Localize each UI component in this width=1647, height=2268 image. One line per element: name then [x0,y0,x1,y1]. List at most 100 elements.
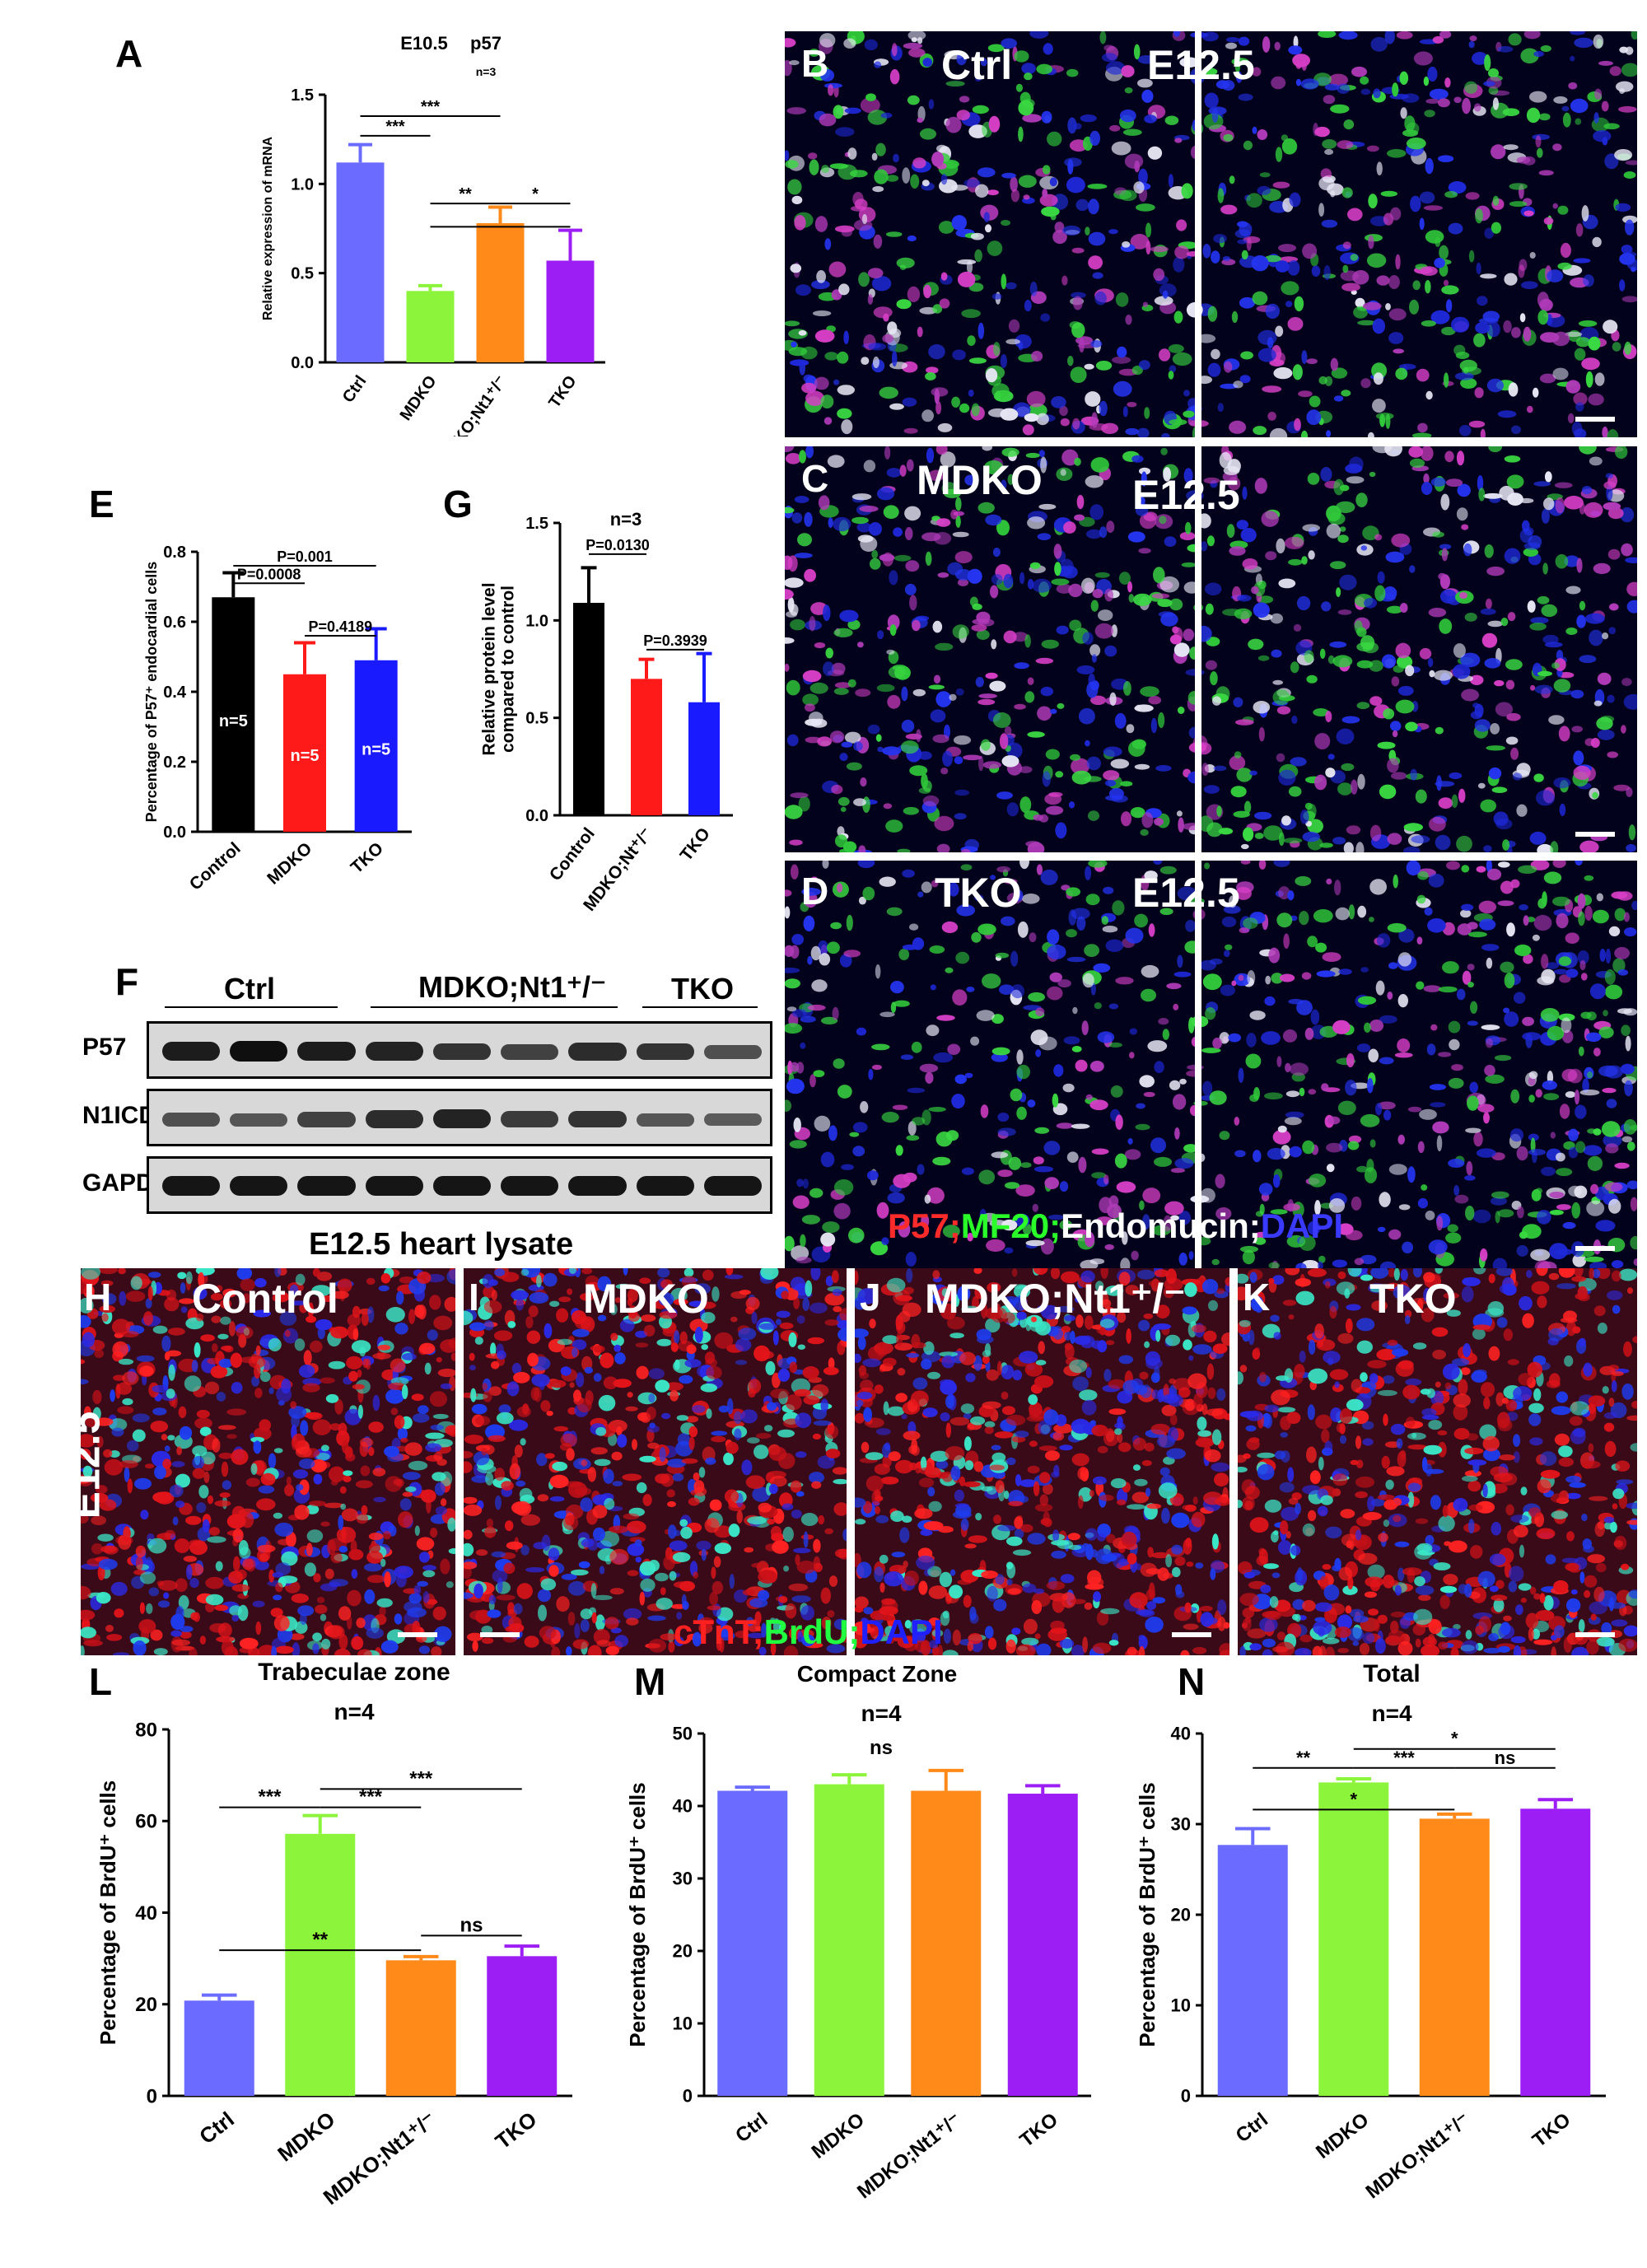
y-axis-label: Relative expression of mRNA [261,136,275,320]
micro-stage-c: E12.5 [1132,472,1240,518]
x-tick-label: MDKO;Nt1⁺/⁻ [436,372,511,436]
bar-tko [354,660,398,832]
x-tick-label: Ctrl [194,2107,239,2149]
y-tick-label: 1.0 [525,612,548,630]
tissue-texture [785,31,1637,437]
significance-label: P=0.0130 [586,537,650,553]
wb-band-gapdh-1 [162,1176,221,1197]
y-tick-label: 0 [683,2086,693,2107]
wb-band-gapdh-6 [501,1176,559,1197]
wb-band-gapdh-7 [568,1176,627,1197]
wb-group-ctrl: Ctrl [224,972,275,1006]
y-axis-label: Percentage of BrdU⁺ cells [96,1780,120,2046]
wb-band-n1icd-2 [230,1113,288,1127]
chart-title: E10.5 [400,33,448,54]
bar-mdko [406,291,455,362]
wb-strip-n1icd [147,1089,772,1146]
wb-band-p57-1 [162,1041,221,1062]
significance-label: ns [460,1914,483,1936]
bar-control [212,597,255,832]
x-tick-label: MDKO [397,372,441,424]
micro-image-k: K TKO [1238,1268,1637,1655]
y-tick-label: 0.6 [163,614,186,632]
wb-band-n1icd-3 [297,1111,356,1127]
y-tick-label: 40 [135,1902,157,1925]
panel-letter-n: N [1178,1660,1206,1703]
wb-band-p57-8 [636,1043,694,1061]
micro-letter-c: C [801,457,829,500]
chart-n-total: 0 10 20 30 40 Percentage of BrdU⁺ cells Ctrl MD… [1135,1660,1606,2203]
significance-label: * [1451,1729,1458,1749]
significance-label: *** [1393,1748,1415,1768]
legend-ctnt: cTnT; [674,1612,764,1651]
legend-mf20: MF20; [960,1206,1061,1245]
y-axis-label: Relative protein levelcompared to contro… [479,582,517,755]
y-tick-label: 1.5 [291,86,314,105]
bar-n-label: n=5 [290,747,319,765]
micro-image-j: J MDKO;Nt1⁺/⁻ [855,1268,1229,1655]
significance-label: * [1350,1789,1357,1809]
wb-band-gapdh-5 [432,1176,492,1197]
x-tick-label: MDKO [273,2107,339,2167]
significance-label: ** [1296,1748,1311,1768]
y-tick-label: 30 [1171,1814,1191,1835]
bar-mdko [814,1784,884,2096]
legend-brdu: BrdU; [763,1612,861,1651]
wb-strip-gapdh [147,1156,772,1214]
legend-dapi-2: DAPI [860,1612,943,1651]
bar-tko [546,260,595,362]
x-tick-label: TKO [545,372,580,411]
brdu-image-row: H Control E12.5 I MDKO J MDKO;Nt1⁺/⁻ K T… [81,1268,1637,1655]
x-tick-label: Ctrl [731,2108,772,2147]
y-tick-label: 0.5 [525,710,548,728]
x-tick-label: MDKO [808,2108,869,2163]
x-tick-label: TKO [677,824,714,865]
brdu-stain-legend: cTnT;BrdU;DAPI [674,1612,943,1652]
wb-band-n1icd-8 [636,1113,694,1127]
micro-title-mdko-i: MDKO [583,1276,709,1322]
wb-band-p57-2 [230,1040,288,1062]
bar-mdko-nt1- [911,1790,982,2096]
bar-n-label: n=5 [362,740,390,758]
chart-m-compact: 0 10 20 30 40 50 Percentage of BrdU⁺ cells Ctrl… [625,1661,1091,2203]
bar-mdko-nt1- [476,223,525,362]
y-tick-label: 0.0 [163,824,186,842]
wb-band-n1icd-5 [432,1109,492,1128]
y-axis-label: Percentage of P57⁺ endocardial cells [143,562,160,823]
micro-stage-d: E12.5 [1132,870,1240,916]
brdu-stage-label: E12.5 [81,1411,109,1519]
y-tick-label: 0.4 [163,684,187,702]
y-tick-label: 0 [1181,2086,1191,2107]
significance-label: P=0.3939 [643,632,707,649]
tissue-texture [464,1268,847,1655]
y-tick-label: 40 [1171,1724,1191,1744]
y-tick-label: 1.0 [291,175,314,194]
micro-image-b: B Ctrl E12.5 [785,31,1637,437]
panel-letter-m: M [634,1660,666,1703]
micro-title-control: Control [192,1276,338,1322]
bar-ctrl [717,1790,788,2096]
micro-title-mdko-nt1: MDKO;Nt1⁺/⁻ [925,1276,1186,1322]
bar-tko [487,1956,558,2096]
x-tick-label: MDKO [264,839,315,889]
panel-letter-g: G [443,483,473,525]
chart-l-trabeculae: 0 20 40 60 80 Percentage of BrdU⁺ cells Ctrl MD… [96,1659,572,2210]
chart-title: Trabeculae zone [258,1659,450,1686]
bar-control [573,603,604,815]
y-tick-label: 80 [135,1719,157,1741]
micro-image-i: I MDKO [464,1268,847,1655]
micro-letter-j: J [860,1276,881,1318]
y-tick-label: 40 [673,1796,693,1817]
micro-letter-k: K [1243,1276,1271,1318]
bar-mdko [285,1833,356,2096]
y-tick-label: 60 [135,1811,157,1833]
bar-mdko-nt1- [385,1960,456,2096]
wb-band-p57-9 [703,1045,762,1059]
x-tick-label: MDKO;Nt1⁺/⁻ [1362,2108,1474,2203]
y-tick-label: 0.2 [163,754,186,772]
x-tick-label: Control [186,839,245,894]
legend-p57: P57; [888,1206,961,1245]
significance-label: * [532,185,539,203]
micro-letter-d: D [801,870,829,912]
wb-row-label-n1icd: N1ICD [82,1102,157,1129]
